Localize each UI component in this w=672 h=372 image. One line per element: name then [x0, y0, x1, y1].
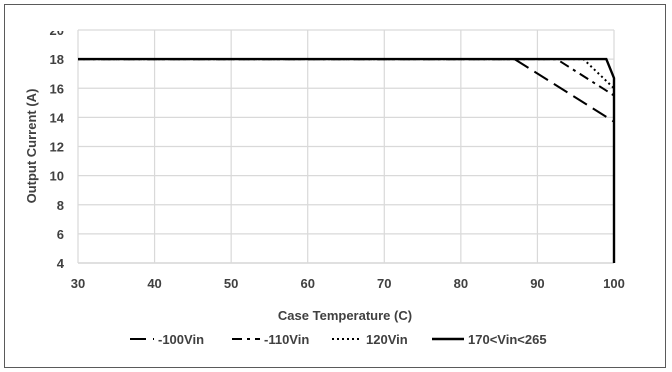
- series-line-dashdot: [78, 58, 615, 263]
- series-line-solid: [78, 57, 616, 263]
- legend-label: -100Vin: [158, 332, 204, 347]
- y-tick-label: 12: [50, 140, 64, 155]
- x-tick-label: 40: [147, 276, 161, 291]
- grid-lines: [77, 29, 615, 264]
- legend-label: 170<Vin<265: [468, 332, 547, 347]
- x-tick-label: 30: [71, 276, 85, 291]
- legend-label: -110Vin: [264, 332, 309, 347]
- y-tick-label: 18: [50, 52, 64, 67]
- y-tick-label: 8: [57, 198, 64, 213]
- series-line-dot: [78, 58, 615, 263]
- x-tick-label: 100: [603, 276, 625, 291]
- x-tick-label: 70: [377, 276, 391, 291]
- tick-labels: 30 40 50 60 70 80 90 100 4 6 8 10 12 14 16 18 20: [50, 23, 625, 291]
- y-tick-label: 14: [50, 110, 65, 125]
- legend: -100Vin -110Vin 120Vin 170<Vin<265: [130, 332, 547, 347]
- y-tick-label: 10: [50, 169, 64, 184]
- x-tick-label: 80: [454, 276, 468, 291]
- x-tick-label: 60: [300, 276, 314, 291]
- legend-label: 120Vin: [366, 332, 408, 347]
- chart-frame: [4, 4, 666, 368]
- series-line-dash: [78, 58, 615, 263]
- y-tick-label: 20: [50, 23, 64, 38]
- y-tick-label: 16: [50, 81, 64, 96]
- x-axis-label: Case Temperature (C): [278, 308, 412, 323]
- series-lines: [78, 57, 616, 263]
- y-tick-label: 6: [57, 227, 64, 242]
- x-tick-label: 50: [224, 276, 238, 291]
- y-tick-label: 4: [57, 256, 65, 271]
- x-tick-label: 90: [530, 276, 544, 291]
- y-axis-label: Output Current (A): [24, 89, 39, 204]
